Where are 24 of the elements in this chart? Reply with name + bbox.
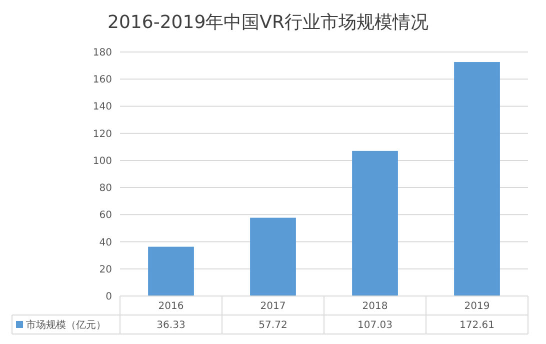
y-tick-label: 0 — [106, 292, 112, 302]
data-label: 57.72 — [258, 320, 288, 331]
y-tick-label: 80 — [99, 183, 112, 194]
y-tick-label: 160 — [92, 74, 112, 86]
data-label: 36.33 — [156, 320, 186, 331]
bar — [454, 62, 500, 296]
x-tick-label: 2016 — [158, 301, 184, 312]
chart-title: 2016-2019年中国VR行业市场规模情况 — [108, 12, 428, 33]
y-tick-label: 100 — [92, 156, 112, 167]
x-tick-label: 2017 — [260, 301, 286, 312]
data-label: 172.61 — [460, 320, 494, 331]
x-tick-label: 2019 — [464, 301, 490, 312]
y-tick-label: 60 — [99, 210, 112, 222]
legend-label: 市场规模（亿元） — [26, 319, 106, 331]
y-tick-label: 120 — [92, 128, 112, 140]
y-tick-label: 20 — [99, 264, 112, 276]
y-tick-label: 40 — [99, 237, 112, 248]
bar — [250, 218, 296, 296]
x-tick-label: 2018 — [362, 301, 388, 312]
bar — [352, 150, 398, 296]
y-tick-label: 180 — [92, 48, 112, 58]
data-label: 107.03 — [358, 320, 392, 331]
y-tick-label: 140 — [92, 102, 112, 113]
bar — [148, 246, 194, 296]
